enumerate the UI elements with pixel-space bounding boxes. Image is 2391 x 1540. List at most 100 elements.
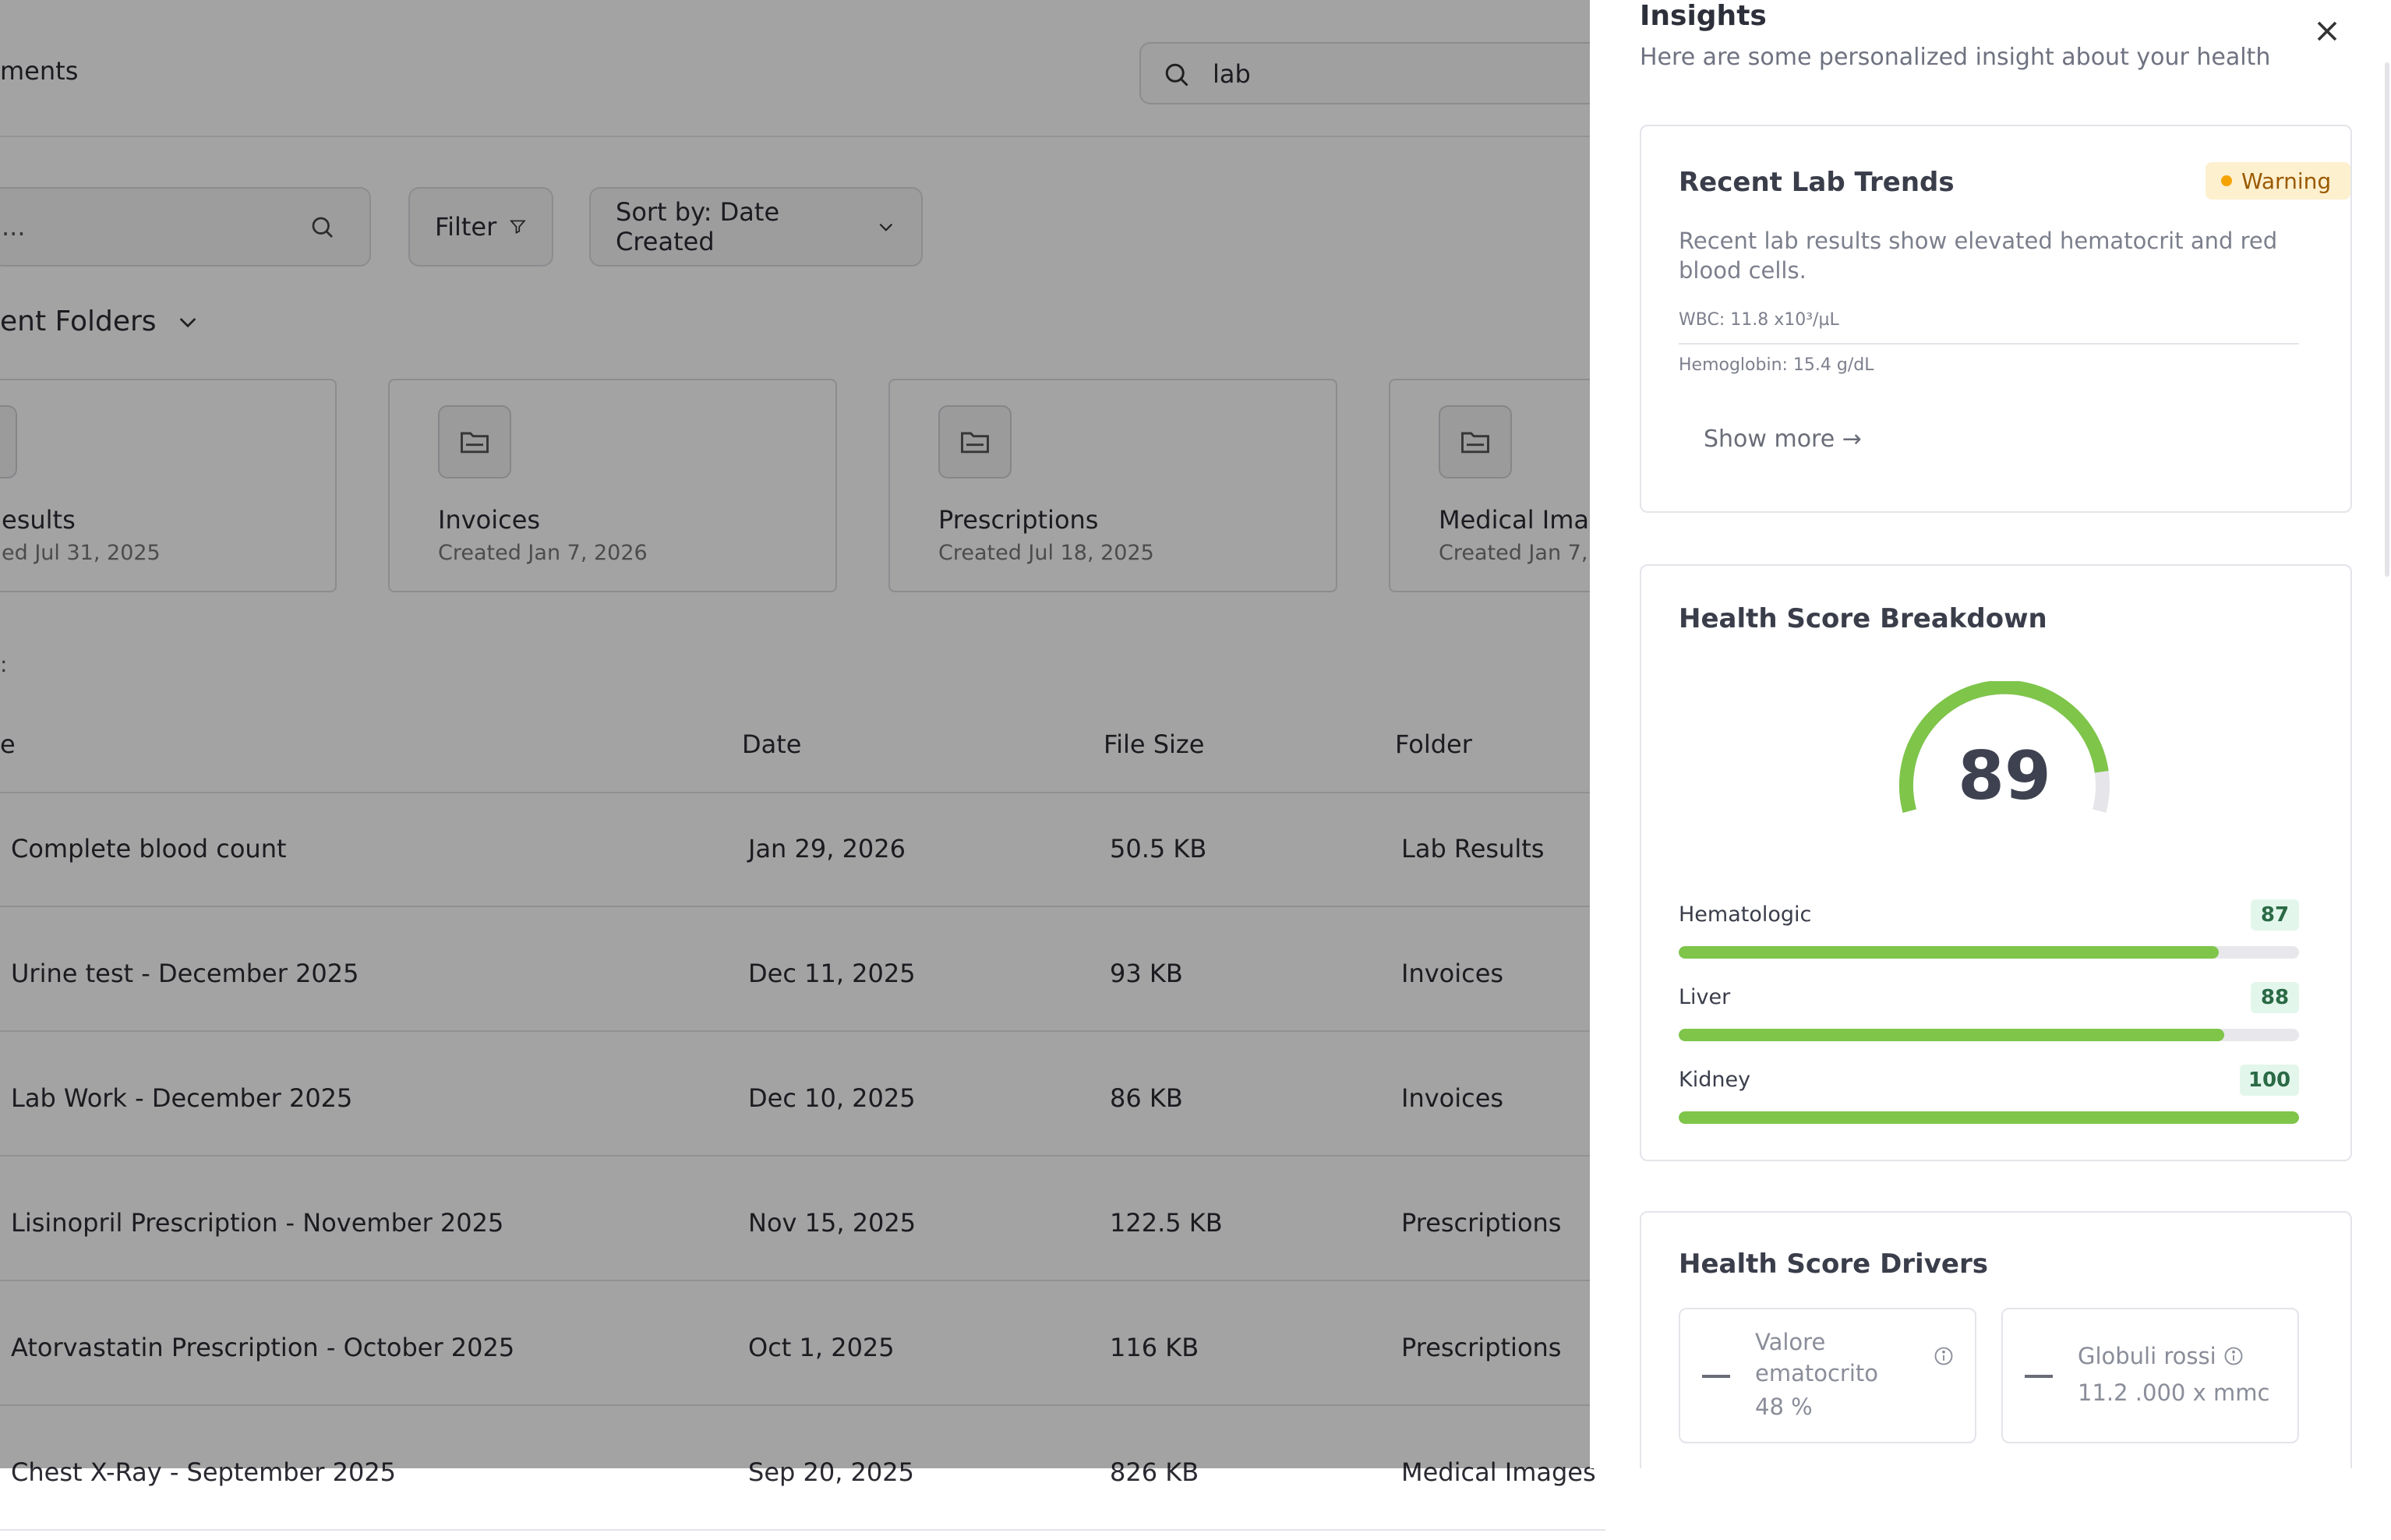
lab-trends-description: Recent lab results show elevated hematoc… <box>1679 228 2278 284</box>
cell-size: 86 KB <box>1110 1083 1183 1113</box>
folder-icon <box>938 405 1012 479</box>
table-row[interactable]: Complete blood count Jan 29, 2026 50.5 KB L… <box>0 792 1605 917</box>
info-icon[interactable] <box>2223 1345 2244 1367</box>
metric-label-liver: Liver <box>1679 985 1731 1009</box>
table-row[interactable]: Atorvastatin Prescription - October 2025… <box>0 1291 1605 1415</box>
cell-name: Lab Work - December 2025 <box>11 1083 353 1113</box>
metric-bar-liver <box>1679 1029 2299 1041</box>
metric-bar-fill <box>1679 1111 2299 1124</box>
driver-value: 11.2 .000 x mmc <box>2078 1379 2270 1406</box>
sort-dropdown[interactable]: Sort by: Date Created <box>589 187 923 267</box>
folder-name: Invoices <box>438 505 541 535</box>
cell-name: Lisinopril Prescription - November 2025 <box>11 1208 504 1238</box>
health-score-breakdown-card: Health Score Breakdown 89 Hematologic 87… <box>1640 564 2352 1161</box>
cell-folder: Prescriptions <box>1401 1333 1562 1362</box>
section-label: : <box>0 652 8 677</box>
table-row[interactable]: Urine test - December 2025 Dec 11, 2025 93… <box>0 917 1605 1041</box>
lab-values-divider <box>1679 343 2299 344</box>
table-divider <box>0 1404 1605 1406</box>
breakdown-title: Health Score Breakdown <box>1679 603 2047 634</box>
chevron-down-icon <box>879 224 893 231</box>
driver-label: Valore ematocrito <box>1755 1329 1879 1386</box>
metric-bar-hematologic <box>1679 946 2299 959</box>
lab-trends-card: Recent Lab Trends Warning Recent lab res… <box>1640 125 2352 513</box>
recent-folders-label: ent Folders <box>0 306 157 337</box>
driver-card-red-blood-cells: Globuli rossi 11.2 .000 x mmc <box>2001 1308 2299 1443</box>
lab-value-hemoglobin: Hemoglobin: 15.4 g/dL <box>1679 355 1874 375</box>
health-score-gauge <box>1898 681 2110 813</box>
metric-score-kidney: 100 <box>2240 1065 2299 1096</box>
header-divider <box>0 136 1590 137</box>
show-more-link[interactable]: Show more → <box>1704 426 1862 453</box>
document-search-placeholder: ... <box>2 212 26 242</box>
folder-created: Created Jan 7, 2 <box>1439 541 1609 565</box>
filter-icon <box>510 220 527 234</box>
folder-name: esults <box>2 505 76 535</box>
metric-score-liver: 88 <box>2251 982 2299 1013</box>
folder-created: ed Jul 31, 2025 <box>2 541 161 565</box>
info-icon[interactable] <box>1933 1345 1955 1367</box>
cell-folder: Invoices <box>1401 959 1504 988</box>
column-header-date[interactable]: Date <box>742 729 802 759</box>
cell-date: Nov 15, 2025 <box>748 1208 916 1238</box>
global-search-value: lab <box>1213 59 1251 89</box>
folder-card-prescriptions[interactable]: Prescriptions Created Jul 18, 2025 <box>888 379 1337 592</box>
gauge-fill <box>1898 681 2109 813</box>
page-title: ments <box>0 56 79 86</box>
neutral-trend-icon <box>1702 1375 1730 1378</box>
column-header-name[interactable]: e <box>0 729 16 759</box>
chevron-down-icon <box>179 317 196 327</box>
global-search-input[interactable]: lab <box>1139 42 1638 104</box>
cell-date: Oct 1, 2025 <box>748 1333 895 1362</box>
filter-button[interactable]: Filter <box>408 187 553 267</box>
recent-folders-toggle[interactable]: ent Folders <box>0 306 200 337</box>
folder-created: Created Jul 18, 2025 <box>938 541 1154 565</box>
warning-badge: Warning <box>2206 162 2350 200</box>
lab-value-wbc: WBC: 11.8 x10³/µL <box>1679 310 1839 330</box>
panel-title: Insights <box>1640 0 1767 32</box>
search-icon <box>312 217 333 238</box>
folder-icon <box>438 405 511 479</box>
cell-name: Complete blood count <box>11 834 287 864</box>
metric-bar-kidney <box>1679 1111 2299 1124</box>
folder-name: Prescriptions <box>938 505 1099 535</box>
table-row[interactable]: Lab Work - December 2025 Dec 10, 2025 86 K… <box>0 1041 1605 1166</box>
cell-folder: Lab Results <box>1401 834 1545 864</box>
table-divider <box>0 1529 1605 1531</box>
modal-backdrop[interactable] <box>0 0 1590 1468</box>
neutral-trend-icon <box>2025 1375 2053 1378</box>
folder-card-lab-results[interactable]: esults ed Jul 31, 2025 <box>0 379 337 592</box>
insights-panel: Insights Here are some personalized insi… <box>1590 0 2391 1468</box>
table-divider <box>0 1155 1605 1157</box>
document-search-input[interactable]: ... <box>0 187 371 267</box>
sort-label: Sort by: Date Created <box>616 197 780 256</box>
cell-size: 116 KB <box>1110 1333 1199 1362</box>
panel-scrollbar[interactable] <box>2385 62 2389 577</box>
cell-name: Urine test - December 2025 <box>11 959 359 988</box>
health-score-value: 89 <box>1958 737 2051 815</box>
metric-label-kidney: Kidney <box>1679 1068 1751 1092</box>
folder-created: Created Jan 7, 2026 <box>438 541 648 565</box>
lab-trends-title: Recent Lab Trends <box>1679 167 1955 198</box>
folder-icon <box>0 405 17 479</box>
folder-name: Medical Imag <box>1439 505 1605 535</box>
column-header-file-size[interactable]: File Size <box>1104 729 1205 759</box>
panel-subtitle: Here are some personalized insight about… <box>1640 44 2271 71</box>
column-header-folder[interactable]: Folder <box>1395 729 1472 759</box>
cell-size: 50.5 KB <box>1110 834 1207 864</box>
search-icon <box>1165 63 1188 87</box>
cell-date: Dec 10, 2025 <box>748 1083 916 1113</box>
folder-card-invoices[interactable]: Invoices Created Jan 7, 2026 <box>388 379 837 592</box>
cell-date: Dec 11, 2025 <box>748 959 916 988</box>
cell-name: Atorvastatin Prescription - October 2025 <box>11 1333 515 1362</box>
driver-value: 48 % <box>1755 1393 1813 1420</box>
cell-folder: Invoices <box>1401 1083 1504 1113</box>
metric-bar-fill <box>1679 1029 2225 1041</box>
warning-badge-label: Warning <box>2241 168 2332 194</box>
table-divider <box>0 1280 1605 1281</box>
close-icon[interactable] <box>2310 14 2344 48</box>
drivers-title: Health Score Drivers <box>1679 1249 1988 1280</box>
filter-label: Filter <box>435 212 497 242</box>
table-row[interactable]: Lisinopril Prescription - November 2025 N… <box>0 1166 1605 1291</box>
metric-bar-fill <box>1679 946 2219 959</box>
